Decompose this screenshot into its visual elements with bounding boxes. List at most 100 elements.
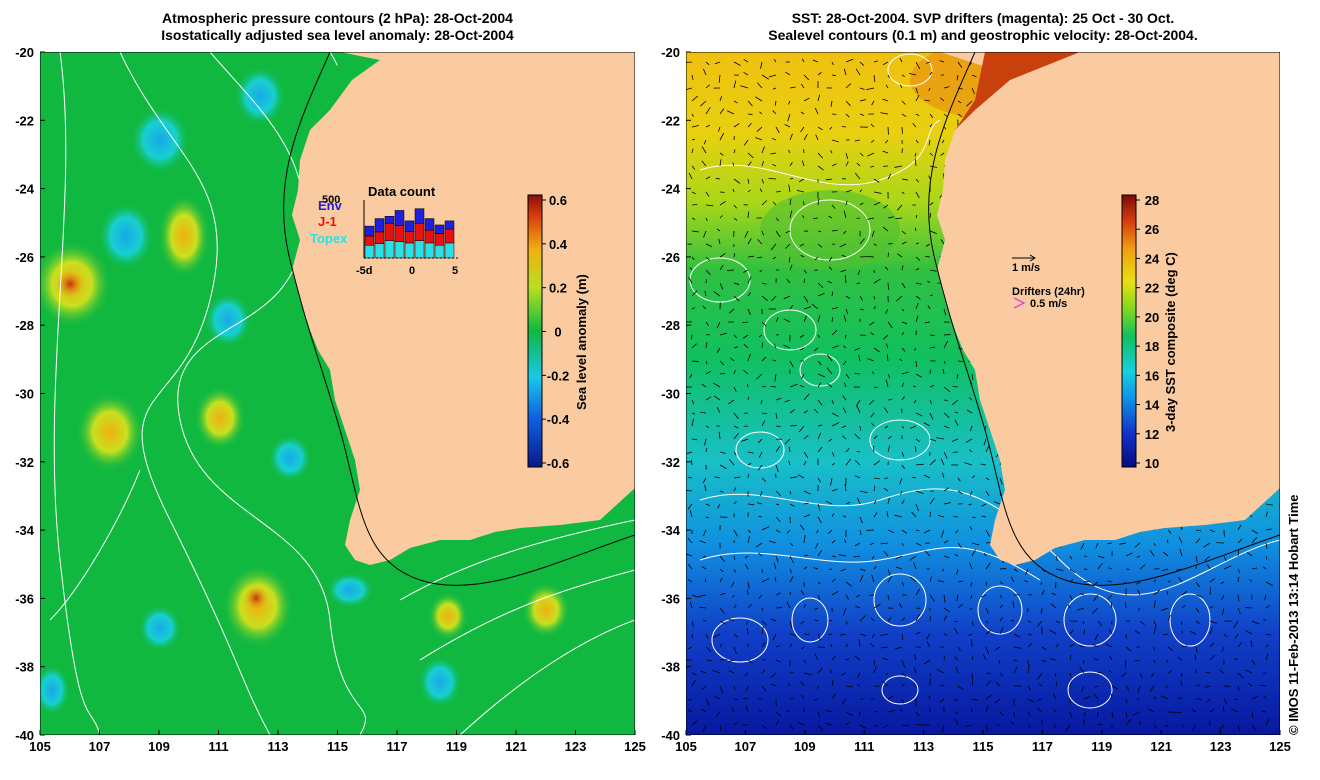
vector-arrow [1237, 724, 1240, 731]
vector-arrow [730, 581, 735, 588]
vector-arrow [936, 669, 945, 674]
vector-arrow [1153, 620, 1157, 628]
vector-arrow [926, 641, 931, 648]
right-lon-label: 123 [1210, 739, 1232, 754]
vector-arrow [747, 308, 751, 315]
vector-arrow [761, 282, 767, 285]
inset-bars [364, 208, 455, 259]
vector-arrow [733, 61, 741, 66]
vector-arrow [705, 176, 711, 180]
sst-cbar-label: 22 [1145, 281, 1159, 296]
left-lon-label: 117 [387, 739, 408, 754]
vector-arrow [1069, 643, 1075, 648]
vector-arrow [817, 165, 824, 171]
vector-arrow [871, 422, 875, 427]
vector-arrow [1027, 642, 1033, 648]
vector-arrow [774, 373, 777, 382]
vector-arrow [929, 576, 932, 583]
vector-arrow [929, 230, 938, 235]
vector-arrow [873, 460, 881, 466]
vector-arrow [758, 594, 763, 599]
vector-arrow [1093, 693, 1099, 700]
vector-arrow [1083, 629, 1086, 635]
vector-arrow [701, 708, 707, 713]
vector-arrow [743, 71, 749, 76]
vector-arrow [887, 695, 894, 700]
left-lon-label: 115 [327, 739, 348, 754]
right-lon-label: 117 [1032, 739, 1053, 754]
vector-arrow [870, 123, 875, 128]
vector-arrow [971, 516, 976, 519]
vector-arrow [1093, 594, 1099, 602]
left-lon-label: 121 [505, 739, 527, 754]
vector-arrow [915, 412, 923, 417]
vector-arrow [817, 334, 820, 338]
vector-arrow [803, 278, 806, 284]
vector-arrow [785, 71, 791, 76]
bar-j1 [394, 225, 405, 243]
vector-arrow [1040, 607, 1043, 614]
vector-arrow [761, 578, 770, 583]
vector-arrow [817, 230, 822, 233]
vector-arrow [1052, 693, 1057, 700]
vector-arrow [831, 655, 836, 661]
vector-arrow [1050, 603, 1057, 609]
vector-arrow [1134, 659, 1141, 662]
vector-arrow [702, 477, 707, 484]
vector-arrow [913, 399, 917, 404]
vector-arrow [943, 633, 948, 636]
vector-arrow [789, 476, 798, 479]
vector-arrow [774, 577, 777, 583]
vector-arrow [939, 60, 945, 63]
vector-arrow [859, 425, 862, 431]
vector-arrow [843, 315, 847, 323]
vector-arrow [789, 490, 792, 495]
vector-arrow [828, 438, 833, 442]
vector-arrow [1167, 614, 1171, 622]
right-lat-label: -20 [661, 45, 680, 60]
vector-arrow [943, 615, 947, 622]
vector-arrow [915, 711, 920, 717]
vector-arrow [873, 445, 875, 453]
vector-arrow [746, 628, 749, 635]
vector-arrow [887, 445, 891, 453]
bar-topex [444, 242, 455, 259]
vector-arrow [1082, 659, 1085, 664]
vector-arrow [733, 204, 737, 209]
vector-arrow [718, 431, 721, 440]
vector-arrow [802, 215, 805, 219]
sst-contours [689, 53, 1280, 709]
vector-arrow [800, 111, 805, 115]
vector-arrow [803, 295, 809, 303]
vector-arrow [775, 516, 781, 523]
vector-arrow [841, 425, 847, 429]
vector-arrow [1069, 594, 1073, 601]
vector-arrow [870, 617, 875, 622]
vector-arrow [1049, 658, 1057, 661]
vector-arrow [915, 503, 920, 512]
vector-arrow [845, 658, 850, 661]
vector-arrow [719, 643, 723, 648]
vector-arrow [901, 178, 909, 181]
vector-arrow [855, 605, 861, 609]
vector-arrow [854, 433, 861, 440]
vector-arrow [817, 424, 823, 427]
vector-arrow [840, 672, 847, 676]
vector-arrow [1160, 695, 1169, 700]
vector-arrow [901, 396, 905, 401]
vector-arrow [923, 422, 931, 427]
vector-arrow [845, 722, 850, 726]
vector-arrow [1167, 646, 1174, 651]
vector-arrow [873, 278, 881, 284]
vector-arrow [1164, 724, 1169, 728]
right-lat-label: -30 [661, 387, 680, 402]
vector-arrow [771, 295, 777, 302]
vector-arrow [955, 529, 959, 534]
sst-colorbar: 28 26 24 22 20 18 16 14 12 10 3-day SST composite… [1121, 193, 1178, 471]
vector-arrow [719, 685, 724, 694]
vector-arrow [1219, 669, 1225, 674]
vector-arrow [817, 360, 822, 366]
vector-arrow [716, 347, 721, 353]
vector-arrow [831, 488, 838, 492]
vector-arrow [1055, 643, 1059, 648]
